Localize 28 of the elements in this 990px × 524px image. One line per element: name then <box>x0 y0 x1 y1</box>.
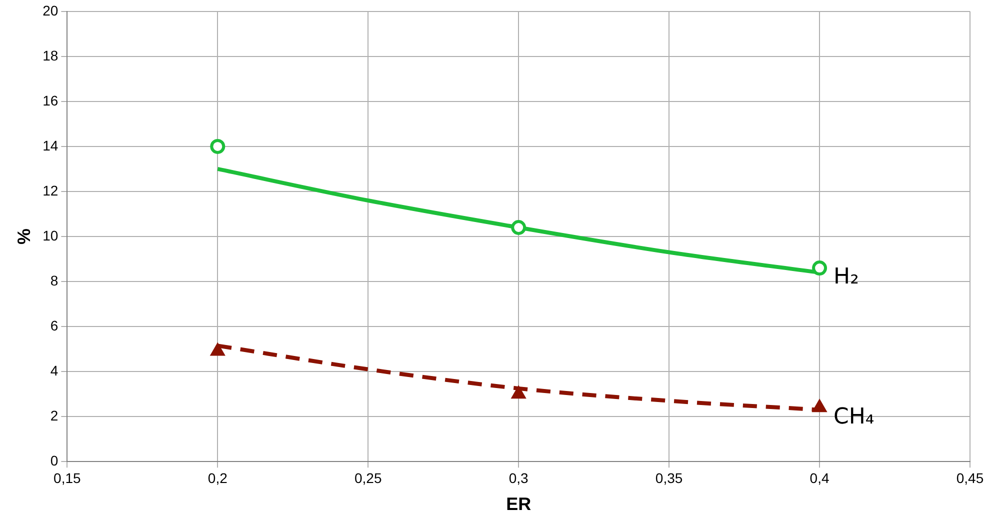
y-axis-title: % <box>14 228 34 245</box>
y-tick-label: 20 <box>42 2 58 18</box>
y-tick-label: 4 <box>50 362 58 378</box>
series-label: CH₄ <box>834 404 874 430</box>
x-tick-label: 0,45 <box>956 470 984 486</box>
x-tick-label: 0,4 <box>810 470 830 486</box>
point <box>512 386 526 399</box>
x-tick-label: 0,3 <box>508 470 529 486</box>
y-tick-label: 8 <box>50 272 58 288</box>
x-tick-label: 0,2 <box>208 470 228 486</box>
x-tick-label: 0,15 <box>54 470 82 486</box>
y-tick-label: 18 <box>42 47 58 64</box>
y-tick-label: 10 <box>42 227 58 244</box>
x-tick-label: 0,25 <box>354 470 382 486</box>
y-tick-label: 12 <box>42 182 58 198</box>
y-tick-label: 16 <box>42 92 58 108</box>
y-tick-label: 6 <box>50 317 58 334</box>
point <box>812 400 826 412</box>
point <box>812 260 828 276</box>
x-axis-title: ER <box>506 494 532 514</box>
point <box>511 220 526 235</box>
point <box>210 138 226 154</box>
series-label: H₂ <box>834 264 859 290</box>
y-tick-label: 0 <box>50 452 58 468</box>
point <box>210 344 224 356</box>
y-tick-label: 2 <box>50 407 58 424</box>
y-tick-label: 14 <box>42 137 58 154</box>
x-tick-label: 0,35 <box>655 470 683 486</box>
